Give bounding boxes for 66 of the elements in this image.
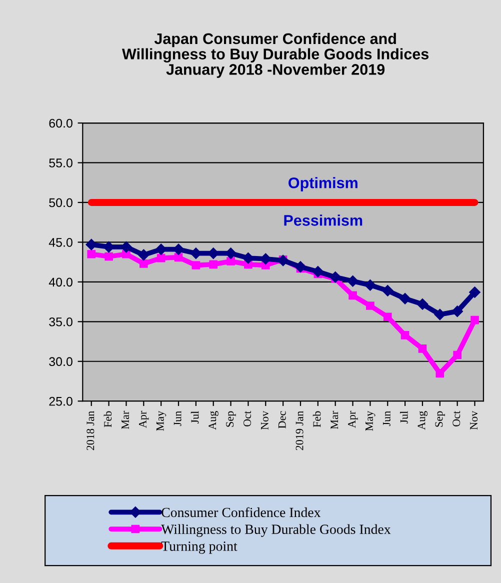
point (434, 308, 446, 320)
point (156, 254, 166, 262)
x-tick-label: May (156, 410, 166, 431)
point (139, 259, 148, 268)
y-tick-label: 40.0 (48, 278, 72, 287)
point (470, 316, 479, 324)
y-tick-label: 25.0 (49, 396, 72, 406)
point (416, 298, 428, 310)
x-tick-label: Apr (138, 410, 149, 428)
x-tick-label: 2019 Jan (296, 410, 304, 450)
x-tick-label: 2018 Jan (86, 410, 94, 450)
x-tick-label: Feb (312, 411, 321, 428)
x-tick-label: Oct (244, 410, 251, 426)
x-tick-label: Nov (470, 410, 478, 430)
x-tick-label: Jun (174, 410, 182, 426)
x-tick-label: Feb (104, 411, 112, 428)
x-tick-label: Aug (418, 411, 428, 430)
point (452, 306, 463, 317)
x-tick-label: Aug (208, 411, 218, 430)
legend-label: Willingness to Buy Durable Goods Index (161, 524, 391, 537)
legend-label: Turning point (161, 542, 238, 554)
point (192, 261, 200, 270)
point (399, 293, 411, 304)
point (86, 238, 97, 250)
x-tick-label: Mar (122, 410, 130, 430)
point (294, 261, 306, 272)
point (330, 272, 341, 283)
legend-label: Consumer Confidence Index (162, 507, 321, 518)
point (400, 330, 410, 340)
chart-title: Japan Consumer Confidence and Willingness to Buy Durable Goods Indices January 2018 -November 2019 (122, 32, 429, 78)
x-tick-label: May (366, 410, 376, 431)
point (138, 249, 150, 261)
point (209, 260, 218, 269)
x-tick-label: Dec (278, 411, 286, 428)
x-tick-label: Sep (226, 411, 236, 427)
point (383, 312, 392, 322)
point (348, 291, 357, 300)
x-tick-label: Sep (435, 411, 445, 427)
point (226, 257, 235, 266)
point (366, 302, 374, 310)
point (418, 344, 427, 353)
point (87, 250, 96, 258)
x-tick-label: Jun (383, 410, 390, 426)
y-tick-label: 30.0 (49, 357, 72, 366)
point (453, 350, 462, 360)
point (174, 253, 183, 262)
point (469, 286, 480, 298)
point (364, 279, 376, 291)
point (104, 252, 113, 261)
point (382, 285, 394, 296)
point (436, 369, 444, 378)
x-tick-label: Nov (261, 410, 268, 430)
y-tick-label: 45.0 (48, 238, 72, 247)
annotation: Optimism (288, 177, 358, 192)
annotation: Pessimism (284, 214, 362, 226)
x-tick-label: Apr (348, 410, 358, 428)
x-tick-label: Oct (452, 410, 460, 426)
point (347, 276, 358, 287)
y-tick-label: 55.0 (49, 158, 72, 168)
point (312, 266, 324, 278)
x-tick-label: Jul (190, 411, 199, 424)
y-tick-label: 50.0 (49, 198, 72, 208)
x-tick-label: Mar (330, 410, 338, 430)
y-tick-label: 35.0 (49, 317, 72, 326)
y-tick-label: 60.0 (49, 118, 72, 128)
x-tick-label: Jul (400, 411, 408, 424)
